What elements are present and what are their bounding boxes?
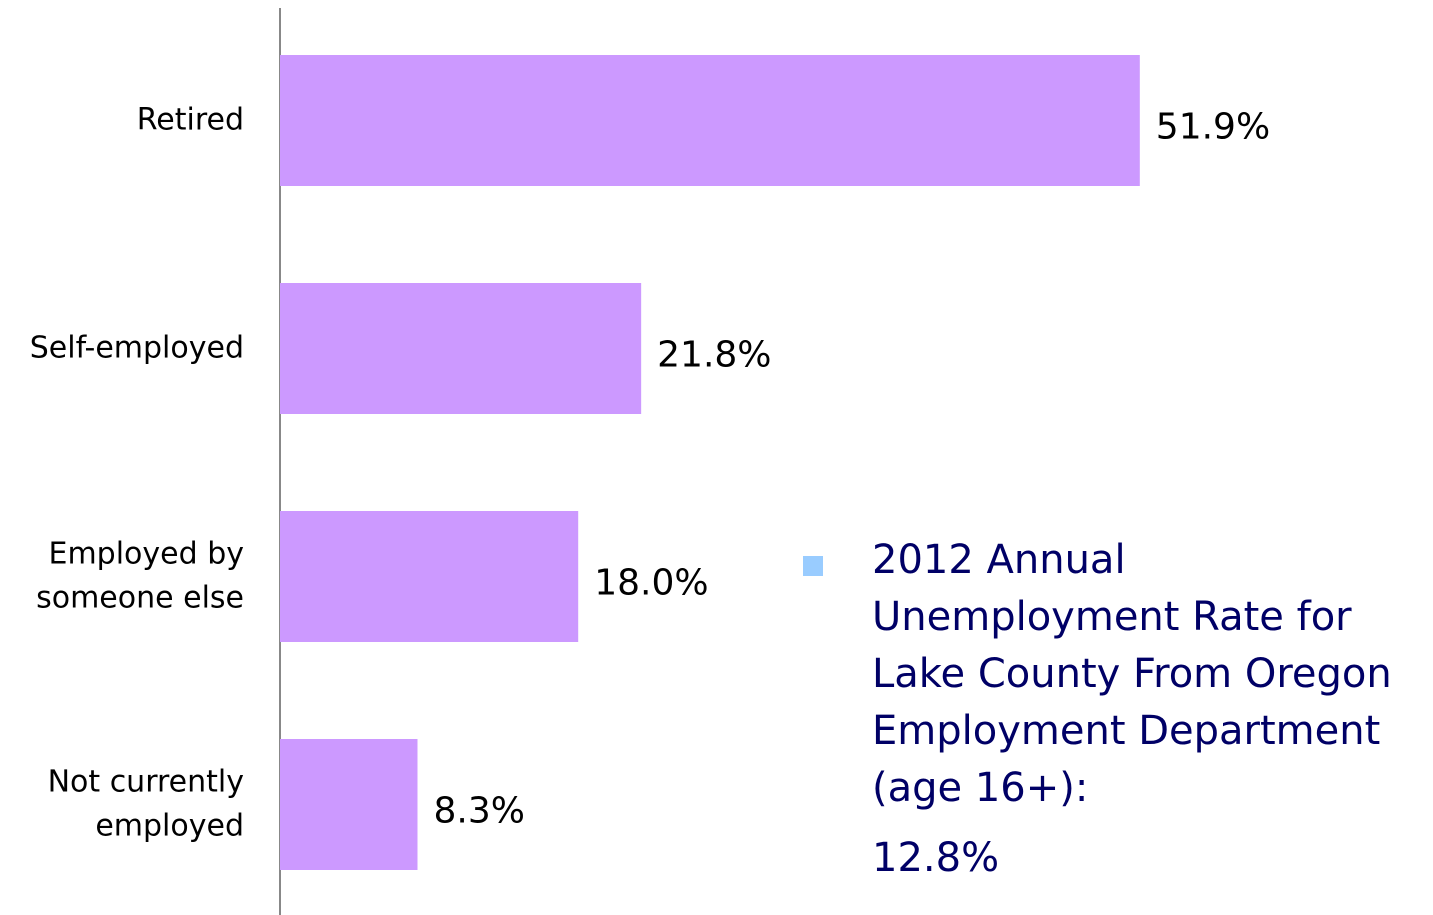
annotation-text: 2012 Annual Unemployment Rate for Lake Cou… bbox=[872, 537, 1392, 811]
bar bbox=[280, 55, 1140, 186]
value-label: 51.9% bbox=[1156, 107, 1270, 148]
bar bbox=[280, 283, 642, 414]
annotation-value: 12.8% bbox=[872, 835, 999, 881]
value-label: 21.8% bbox=[657, 335, 771, 376]
category-label: Self-employed bbox=[30, 330, 244, 365]
value-label: 8.3% bbox=[434, 791, 525, 832]
annotation-bullet bbox=[803, 556, 823, 576]
bar bbox=[280, 511, 579, 642]
category-label: Not currently employed bbox=[48, 764, 244, 843]
category-label: Retired bbox=[137, 102, 244, 137]
value-label: 18.0% bbox=[594, 563, 708, 604]
category-label: Employed by someone else bbox=[36, 536, 244, 615]
bar bbox=[280, 739, 418, 870]
